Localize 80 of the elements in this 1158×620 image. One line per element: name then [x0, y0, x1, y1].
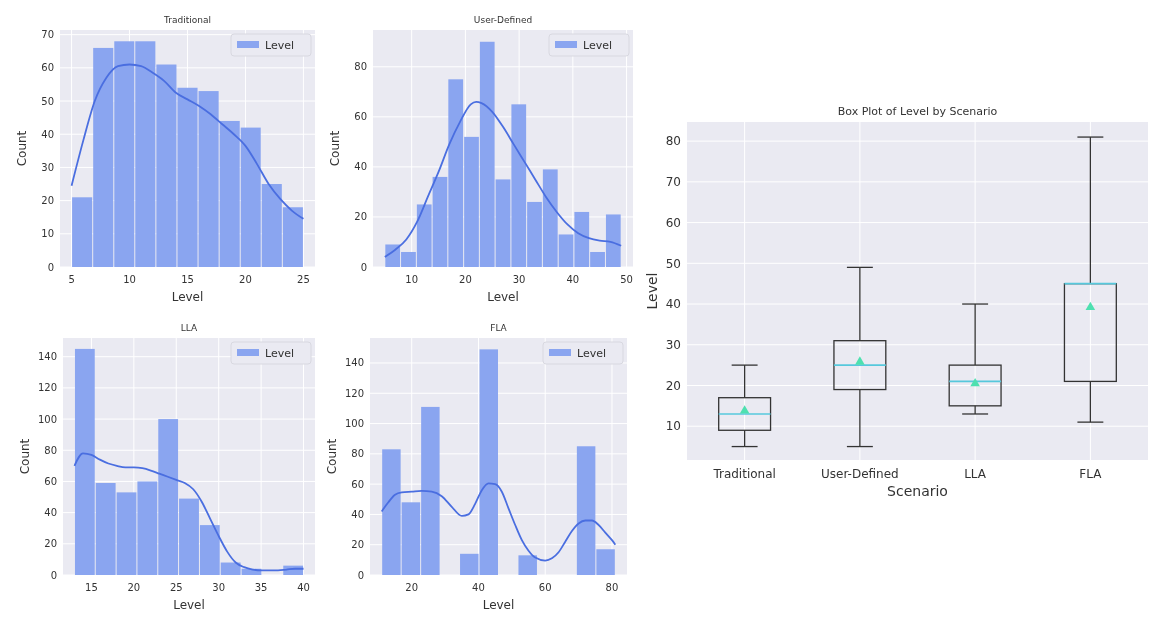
y-tick-label: 40 — [665, 297, 681, 312]
y-tick-label: 0 — [357, 569, 364, 581]
y-tick-label: 140 — [344, 357, 364, 369]
x-axis-title: Scenario — [887, 483, 948, 499]
chart-title: Box Plot of Level by Scenario — [837, 105, 998, 118]
x-tick-label: 60 — [538, 582, 552, 593]
legend-label: Level — [583, 39, 613, 52]
x-tick-label: User-Defined — [821, 467, 899, 481]
legend-label: Level — [265, 347, 295, 360]
y-axis-title: Count — [15, 130, 29, 167]
x-tick-label: 40 — [472, 582, 485, 593]
x-axis-title: Level — [487, 290, 519, 304]
y-tick-label: 10 — [41, 228, 54, 240]
y-tick-label: 120 — [344, 387, 364, 399]
y-tick-label: 30 — [665, 337, 681, 352]
y-tick-label: 50 — [665, 256, 681, 271]
line-series — [70, 63, 305, 220]
y-tick-label: 40 — [41, 128, 54, 140]
y-tick-label: 80 — [351, 448, 364, 460]
y-tick-label: 20 — [665, 378, 681, 393]
y-tick-label: 60 — [41, 62, 54, 74]
x-tick-label: Traditional — [712, 467, 776, 481]
y-tick-label: 0 — [47, 261, 54, 273]
x-tick-label: 20 — [127, 582, 141, 593]
x-tick-label: 5 — [68, 274, 75, 285]
y-tick-label: 40 — [44, 507, 57, 519]
x-axis-title: Level — [171, 290, 204, 304]
x-tick-label: 80 — [605, 582, 619, 593]
y-tick-label: 60 — [351, 478, 364, 490]
x-tick-label: 10 — [405, 274, 419, 285]
y-tick-label: 100 — [37, 413, 57, 425]
x-axis-title: Level — [173, 598, 205, 612]
x-tick-label: 20 — [459, 274, 472, 285]
y-tick-label: 50 — [41, 95, 54, 107]
y-tick-label: 80 — [44, 444, 57, 456]
x-tick-label: 35 — [254, 582, 268, 593]
y-tick-label: 80 — [665, 134, 681, 149]
chart-title: FLA — [490, 323, 508, 333]
x-tick-label: 25 — [169, 582, 183, 593]
y-tick-label: 0 — [50, 569, 57, 581]
x-tick-label: LLA — [964, 467, 987, 481]
y-tick-label: 30 — [41, 161, 54, 173]
y-tick-label: 40 — [354, 161, 367, 173]
x-tick-label: 15 — [85, 582, 98, 593]
x-tick-label: 40 — [566, 274, 580, 285]
y-tick-label: 60 — [665, 215, 681, 230]
y-tick-label: 20 — [41, 195, 54, 207]
y-tick-label: 20 — [351, 539, 364, 551]
y-tick-label: 70 — [665, 175, 681, 190]
legend-label: Level — [265, 39, 295, 52]
y-tick-label: 20 — [354, 211, 367, 223]
x-tick-label: 25 — [297, 274, 310, 285]
y-tick-label: 100 — [344, 418, 364, 430]
y-axis-title: Level — [644, 272, 660, 310]
y-tick-label: 80 — [354, 61, 367, 73]
y-tick-label: 0 — [360, 261, 367, 273]
y-tick-label: 120 — [37, 382, 57, 394]
x-tick-label: 10 — [123, 274, 136, 285]
x-tick-label: 30 — [512, 274, 526, 285]
y-axis-title: Count — [328, 130, 342, 167]
x-tick-label: 20 — [405, 582, 419, 593]
x-tick-label: FLA — [1079, 467, 1103, 481]
y-tick-label: 10 — [665, 419, 681, 434]
x-tick-label: 30 — [212, 582, 226, 593]
y-tick-label: 70 — [41, 29, 54, 41]
y-tick-label: 60 — [354, 111, 367, 123]
y-axis-title: Count — [325, 438, 339, 475]
y-tick-label: 140 — [37, 351, 57, 363]
chart-title: User-Defined — [473, 15, 533, 25]
x-tick-label: 15 — [181, 274, 194, 285]
chart-title: LLA — [180, 323, 199, 333]
y-axis-title: Count — [18, 438, 32, 475]
x-axis-title: Level — [482, 598, 515, 612]
y-tick-label: 40 — [351, 508, 364, 520]
x-tick-label: 40 — [297, 582, 310, 593]
y-tick-label: 20 — [44, 538, 57, 550]
x-tick-label: 20 — [239, 274, 252, 285]
legend-label: Level — [577, 347, 607, 360]
x-tick-label: 50 — [620, 274, 633, 285]
chart-title: Traditional — [163, 15, 211, 25]
